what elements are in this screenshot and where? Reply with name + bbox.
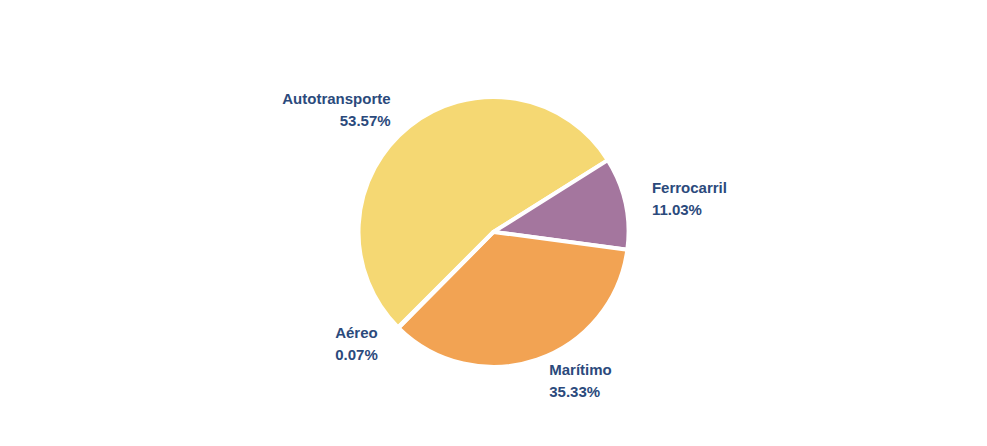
svg-text:53.57%: 53.57% bbox=[340, 112, 391, 129]
svg-text:11.03%: 11.03% bbox=[652, 201, 702, 218]
svg-text:Aéreo: Aéreo bbox=[335, 324, 378, 341]
svg-text:Ferrocarril: Ferrocarril bbox=[652, 179, 727, 196]
svg-text:0.07%: 0.07% bbox=[335, 346, 378, 363]
svg-text:Marítimo: Marítimo bbox=[549, 361, 612, 378]
svg-text:35.33%: 35.33% bbox=[549, 383, 600, 400]
svg-text:Autotransporte: Autotransporte bbox=[282, 90, 390, 107]
